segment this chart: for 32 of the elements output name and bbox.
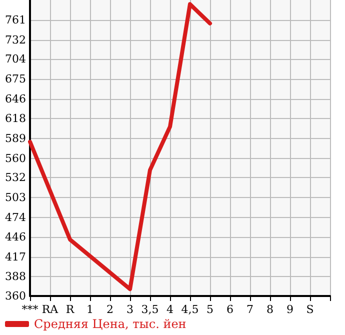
y-tick-label: 732 (5, 33, 26, 46)
y-tick-label: 474 (5, 211, 26, 224)
x-tick-label: 5 (206, 303, 214, 316)
y-tick-label: 675 (5, 72, 26, 86)
x-tick-label: 4,5 (181, 303, 199, 316)
y-tick-label: 417 (5, 250, 26, 264)
y-tick-label: 532 (5, 171, 26, 184)
x-tick-label: S (306, 303, 314, 316)
x-tick-label: 7 (246, 303, 254, 316)
x-tick-label: 4 (166, 303, 174, 316)
x-tick-label: *** (22, 303, 39, 316)
y-tick-label: 560 (5, 152, 26, 165)
x-tick-label: RA (42, 303, 60, 316)
x-tick-label: 2 (106, 303, 114, 316)
y-tick-label: 761 (5, 13, 26, 26)
x-tick-label: 6 (226, 303, 234, 316)
x-tick-label: 9 (286, 303, 294, 316)
legend-label: Средняя Цена, тыс. йен (34, 317, 186, 331)
y-tick-label: 704 (5, 52, 26, 66)
x-tick-label: 3 (126, 303, 134, 316)
x-tick-label: 8 (266, 303, 274, 316)
y-tick-label: 503 (5, 191, 26, 204)
y-tick-label: 388 (5, 270, 26, 284)
y-tick-label: 618 (5, 112, 26, 125)
line-series (28, 2, 212, 292)
y-tick-label: 646 (5, 92, 26, 106)
x-tick-label: 3,5 (141, 303, 159, 316)
y-tick-label: 360 (5, 290, 26, 302)
y-tick-label: 446 (5, 230, 26, 244)
y-tick-label: 589 (5, 132, 26, 145)
x-tick-label: 1 (86, 303, 94, 316)
x-tick-label: R (66, 303, 75, 316)
